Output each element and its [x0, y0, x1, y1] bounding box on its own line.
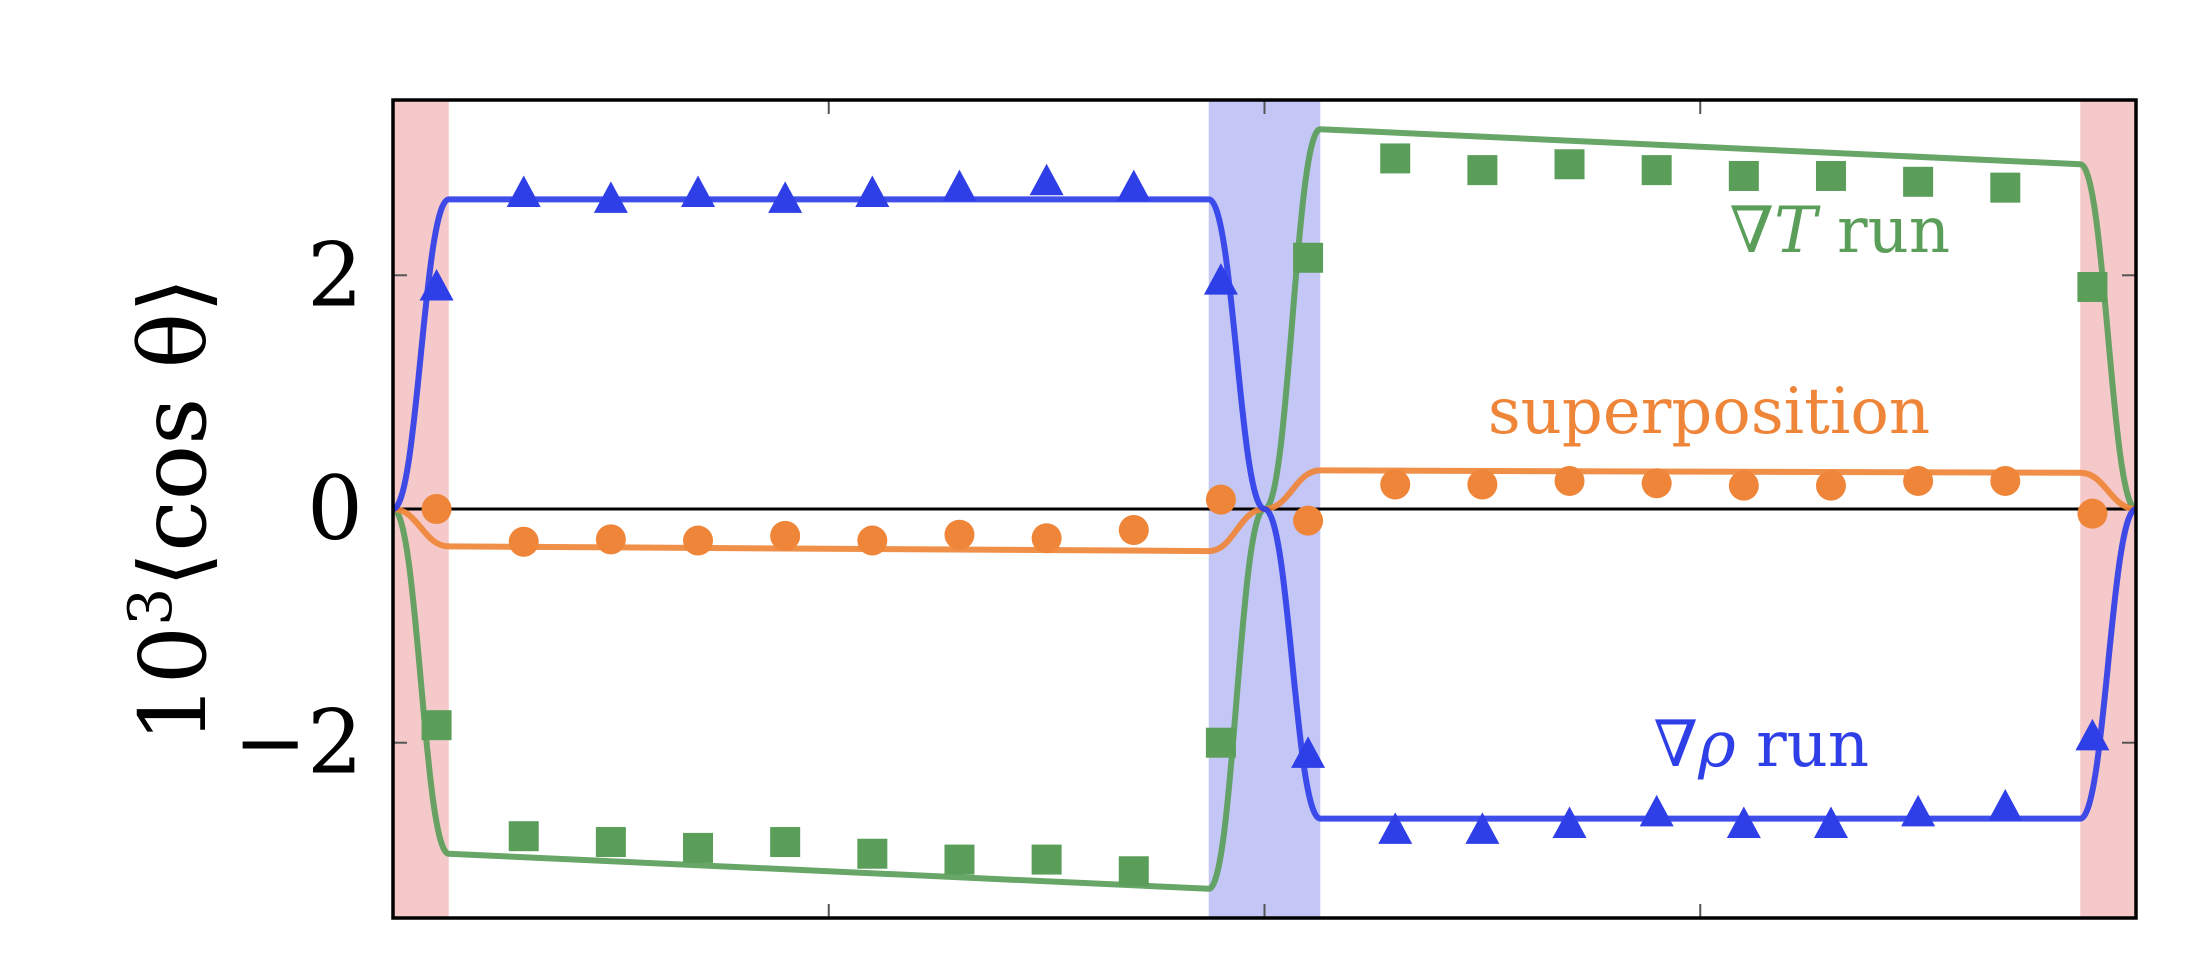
run-point	[1639, 794, 1674, 827]
superposition-point	[1990, 465, 2021, 496]
run-point	[1813, 806, 1848, 839]
run-point	[1203, 263, 1238, 295]
y-tick-label: −2	[233, 691, 363, 794]
series-lines	[391, 126, 2138, 892]
run-point	[1552, 806, 1587, 839]
superposition-annotation: superposition	[1488, 375, 1930, 449]
run-point	[1291, 736, 1326, 768]
run-point	[681, 175, 716, 207]
superposition-point	[1031, 523, 1062, 554]
superposition-point	[1380, 469, 1411, 500]
y-axis-label-prefix: 10	[120, 626, 227, 743]
superposition-point	[1467, 469, 1498, 500]
t-run-point	[683, 832, 714, 863]
annotation-part: ∇	[1653, 708, 1698, 782]
superposition-point	[1903, 465, 1934, 496]
t-run-point	[1205, 727, 1236, 758]
superposition-point	[944, 519, 975, 550]
run-point	[2075, 718, 2110, 751]
y-tick-labels: −2 0 2	[233, 223, 363, 793]
run-point	[1116, 169, 1151, 202]
run-point	[855, 175, 890, 207]
t-run-point	[1118, 856, 1149, 887]
t-run-point	[2077, 271, 2108, 302]
annotation-part: run	[1736, 708, 1869, 782]
run-annotation: ∇ρ run	[1653, 708, 1869, 782]
t-run-point	[1293, 242, 1324, 273]
superposition-point	[683, 525, 714, 556]
annotation-part: ρ	[1697, 708, 1736, 782]
plot-frame	[391, 98, 2138, 920]
superposition-point	[1815, 470, 1846, 501]
superposition-point	[1205, 484, 1236, 515]
y-axis-label-exponent: 3	[116, 588, 186, 626]
t-run-point	[1728, 160, 1759, 191]
run-point	[1465, 812, 1500, 844]
annotation-part: run	[1817, 194, 1950, 268]
annotation-part: superposition	[1488, 375, 1930, 449]
t-run-point	[595, 827, 626, 858]
run-point	[1726, 806, 1761, 839]
t-run-point	[1990, 172, 2021, 203]
y-tick-label: 0	[307, 457, 363, 560]
t-run-point	[1467, 155, 1498, 186]
t-run-point	[944, 844, 975, 875]
annotation-part: ∇	[1729, 194, 1774, 268]
run-point	[1378, 812, 1413, 844]
superposition-point	[595, 524, 626, 555]
t-run-point	[421, 710, 452, 741]
t-run-point	[770, 827, 801, 858]
annotation-part: T	[1774, 194, 1821, 268]
superposition-point	[1118, 515, 1149, 546]
run-point	[942, 169, 977, 202]
superposition-point	[1293, 505, 1324, 536]
superposition-point	[857, 525, 888, 556]
run-point	[593, 181, 628, 213]
run-point	[1988, 788, 2023, 821]
series-markers	[419, 143, 2110, 887]
run-point	[419, 268, 454, 301]
t-run-point	[1031, 844, 1062, 875]
superposition-point	[2077, 498, 2108, 529]
superposition-point	[421, 494, 452, 524]
run-point	[768, 181, 803, 213]
y-axis-label: 103⟨cos θ⟩	[116, 277, 227, 743]
t-run-point	[857, 838, 888, 869]
t-run-point	[1815, 160, 1846, 191]
y-axis-label-body: ⟨cos θ⟩	[120, 277, 227, 588]
run-line	[391, 196, 2138, 822]
t-run-point	[1641, 155, 1672, 186]
y-tick-label: 2	[307, 223, 363, 326]
superposition-point	[508, 526, 539, 557]
t-run-point	[1380, 143, 1411, 174]
superposition-point	[1728, 470, 1759, 501]
t-run-point	[1903, 166, 1934, 197]
t-run-point	[508, 821, 539, 852]
run-point	[1029, 163, 1064, 196]
run-point	[1901, 794, 1936, 827]
t-run-annotation: ∇T run	[1729, 194, 1950, 268]
t-run-point	[1554, 149, 1585, 180]
superposition-point	[1554, 465, 1585, 496]
superposition-point	[770, 520, 801, 551]
run-point	[506, 175, 541, 207]
superposition-point	[1641, 468, 1672, 499]
